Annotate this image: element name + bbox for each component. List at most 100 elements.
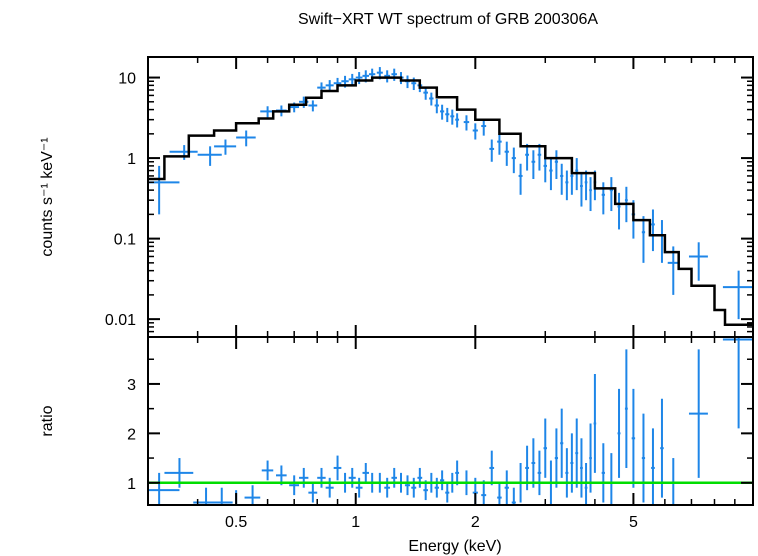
spectrum-y-tick-label-3: 10 [118, 71, 136, 88]
ratio-data-point-23 [404, 475, 411, 496]
ratio-data-point-51 [580, 438, 583, 498]
ratio-data-point-62 [660, 398, 664, 498]
ratio-data-point-15 [348, 467, 356, 488]
spectrum-data-point-28 [440, 104, 445, 120]
ratio-data-point-39 [511, 487, 516, 505]
spectrum-data-point-63 [688, 242, 708, 281]
spectrum-data-point-46 [560, 163, 564, 195]
spectrum-data-point-35 [489, 139, 495, 162]
ratio-data-point-47 [560, 408, 564, 478]
spectrum-data-point-39 [518, 163, 523, 195]
spectrum-data-point-55 [609, 177, 613, 212]
ratio-data-point-43 [537, 450, 542, 496]
spectrum-data-point-22 [404, 75, 411, 89]
spectrum-data-point-51 [584, 170, 588, 201]
ratio-panel: 0.5 1 2 5 1 2 3 [127, 336, 754, 531]
spectrum-y-tick-label-1: 0.1 [114, 232, 136, 249]
spectrum-data-point-60 [651, 209, 655, 252]
ratio-axis-ticks: 0.5 1 2 5 1 2 3 [127, 337, 754, 531]
spectrum-plot-frame [147, 56, 754, 338]
ratio-data-point-37 [497, 482, 502, 505]
x-axis-label: Energy (keV) [408, 538, 501, 555]
spectrum-axis-ticks: 0.01 0.1 1 10 [105, 57, 754, 349]
ratio-data-point-46 [554, 428, 559, 488]
spectrum-data-point-37 [504, 141, 509, 166]
spectrum-data-point-1 [169, 145, 198, 160]
spectrum-model-line [148, 76, 753, 327]
ratio-data-point-61 [651, 428, 655, 505]
spectrum-data-point-38 [511, 147, 516, 174]
spectrum-data-point-41 [531, 150, 536, 179]
ratio-data-point-6 [261, 460, 274, 481]
ratio-data-point-59 [631, 388, 636, 488]
chart-title: Swift−XRT WT spectrum of GRB 200306A [298, 11, 598, 28]
ratio-data-point-57 [617, 388, 621, 478]
ratio-data-point-56 [609, 453, 613, 505]
ratio-data-point-9 [299, 467, 309, 488]
ratio-data-point-21 [391, 467, 397, 488]
spectrum-panel: 0.01 0.1 1 10 [105, 56, 754, 349]
ratio-data-point-5 [244, 485, 261, 505]
spectrum-y-axis-label: counts s⁻¹ keV⁻¹ [39, 137, 56, 256]
ratio-data-point-42 [531, 438, 536, 488]
spectrum-data-point-3 [214, 139, 237, 155]
spectrum-data-point-20 [391, 68, 397, 81]
spectrum-data-point-45 [554, 150, 559, 179]
ratio-data-point-13 [333, 455, 342, 481]
spectrum-data-point-25 [423, 86, 428, 100]
ratio-data-point-8 [289, 475, 300, 496]
ratio-data-point-0 [148, 472, 180, 505]
ratio-data-point-55 [601, 443, 605, 503]
spectrum-data-point-27 [434, 99, 439, 114]
ratio-data-point-20 [384, 477, 391, 498]
ratio-data-point-12 [325, 477, 334, 498]
spectrum-data-point-32 [463, 115, 470, 131]
ratio-plot-frame [147, 336, 754, 506]
ratio-data-point-24 [411, 477, 417, 498]
ratio-data-point-38 [504, 470, 509, 505]
ratio-data-point-16 [355, 477, 363, 498]
ratio-data-point-11 [317, 467, 326, 488]
ratio-data-point-30 [445, 482, 450, 503]
spectrum-data-point-47 [565, 170, 569, 201]
spectrum-data-point-59 [641, 216, 646, 263]
spectrum-data-point-31 [455, 113, 460, 128]
ratio-data-point-58 [624, 349, 628, 468]
ratio-y-tick-label-2: 3 [127, 377, 136, 394]
spectrum-data-point-61 [660, 220, 664, 263]
ratio-y-axis-label: ratio [39, 405, 56, 436]
ratio-data-layer [148, 337, 753, 506]
spectrum-data-point-42 [537, 143, 542, 171]
spectrum-data-point-29 [445, 107, 450, 123]
spectrum-data-point-56 [617, 192, 621, 230]
spectrum-y-tick-label-2: 1 [127, 151, 136, 168]
spectrum-data-point-4 [236, 130, 256, 147]
x-tick-label-3: 5 [629, 514, 638, 531]
spectrum-data-layer [148, 67, 753, 320]
ratio-data-point-25 [417, 467, 423, 488]
spectrum-data-point-15 [355, 72, 363, 85]
spectrum-y-tick-label-0: 0.01 [105, 312, 136, 329]
spectrum-data-point-26 [429, 92, 434, 106]
ratio-data-point-35 [481, 480, 487, 505]
spectrum-data-point-40 [525, 143, 530, 171]
x-tick-label-2: 2 [471, 514, 480, 531]
ratio-data-point-10 [308, 482, 318, 503]
spectrum-data-point-2 [197, 146, 222, 166]
ratio-data-point-28 [434, 477, 439, 498]
spectrum-data-point-64 [722, 270, 753, 320]
ratio-data-point-50 [575, 418, 579, 488]
x-tick-label-0: 0.5 [225, 514, 247, 531]
ratio-y-tick-label-1: 2 [127, 426, 136, 443]
ratio-data-point-17 [362, 463, 370, 483]
spectrum-data-point-9 [308, 100, 318, 112]
spectrum-data-point-34 [481, 118, 487, 136]
ratio-data-point-29 [440, 470, 445, 491]
ratio-data-point-36 [489, 450, 495, 486]
spectrum-data-point-30 [450, 109, 455, 125]
spectrum-data-point-36 [497, 132, 502, 155]
ratio-data-point-48 [565, 448, 569, 498]
ratio-y-tick-label-0: 1 [127, 476, 136, 493]
ratio-data-point-60 [641, 413, 646, 503]
